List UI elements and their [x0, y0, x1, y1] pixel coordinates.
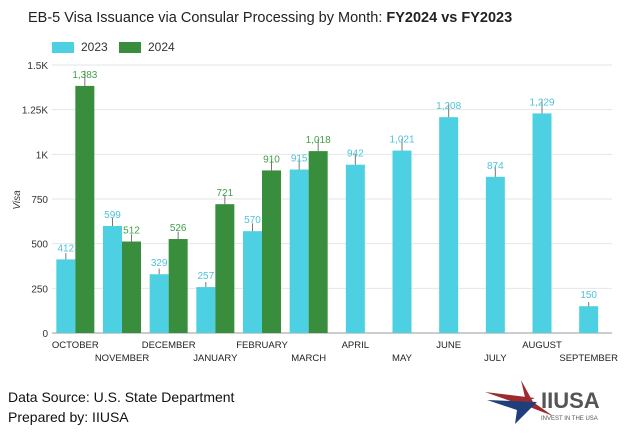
data-label-2024: 526: [170, 223, 187, 234]
y-tick-label: 750: [31, 195, 48, 206]
data-label-2023: 329: [151, 258, 168, 269]
y-tick-label: 1.5K: [27, 61, 48, 72]
x-tick-label: FEBRUARY: [236, 340, 288, 351]
data-label-2024: 910: [263, 154, 280, 165]
svg-text:IIUSA: IIUSA: [541, 388, 600, 413]
x-tick-label: JANUARY: [193, 353, 238, 364]
data-label-2024: 1,383: [72, 70, 97, 81]
bar-2023: [243, 231, 262, 333]
data-label-2023: 570: [244, 215, 261, 226]
plot-area: 0 250 500 750 1K 1.25K 1.5K Visa OCTOBER 412 1,383…: [12, 61, 618, 364]
bar-2023: [196, 287, 216, 333]
data-label-2023: 599: [104, 210, 121, 221]
data-label-2023: 1,021: [389, 135, 414, 146]
bar-2024: [75, 85, 95, 334]
iiusa-logo: IIUSA INVEST IN THE USA: [485, 380, 600, 424]
data-label-2023: 1,208: [436, 101, 461, 112]
x-tick-label: NOVEMBER: [95, 353, 150, 364]
x-tick-label: DECEMBER: [142, 340, 196, 351]
x-tick-label: MARCH: [291, 353, 326, 364]
legend-2023: 2023: [52, 40, 108, 54]
bar-2023: [289, 169, 309, 333]
bar-2024: [308, 151, 328, 333]
prepared-by: Prepared by: IIUSA: [8, 409, 129, 425]
data-label-2023: 257: [197, 271, 214, 282]
y-tick-label: 500: [31, 240, 48, 251]
data-label-2023: 150: [580, 290, 597, 301]
x-tick-label: SEPTEMBER: [559, 353, 618, 364]
y-tick-label: 1K: [36, 150, 49, 161]
bar-2023: [56, 259, 76, 333]
data-label-2023: 412: [57, 243, 74, 254]
bar-2023: [579, 306, 599, 333]
x-tick-label: APRIL: [342, 340, 369, 351]
bar-2023: [392, 150, 412, 333]
x-tick-label: AUGUST: [522, 340, 562, 351]
x-tick-label: JULY: [484, 353, 507, 364]
y-tick-label: 0: [42, 329, 48, 340]
legend-2024: 2024: [119, 40, 175, 54]
data-label-2024: 1,018: [306, 135, 331, 146]
data-label-2023: 874: [487, 161, 504, 172]
bar-2023: [532, 113, 552, 333]
y-tick-label: 250: [31, 284, 48, 295]
data-label-2023: 942: [347, 149, 364, 160]
chart-title: EB-5 Visa Issuance via Consular Processi…: [28, 10, 513, 26]
x-tick-label: JUNE: [436, 340, 461, 351]
data-label-2024: 721: [216, 188, 233, 199]
x-tick-label: OCTOBER: [52, 340, 99, 351]
bar-2023: [439, 117, 459, 333]
data-label-2023: 915: [291, 154, 308, 165]
data-source: Data Source: U.S. State Department: [8, 389, 235, 405]
svg-text:INVEST IN THE USA: INVEST IN THE USA: [541, 416, 598, 422]
bar-2024: [215, 204, 235, 333]
bar-2023: [103, 225, 122, 333]
x-tick-label: MAY: [392, 353, 413, 364]
y-axis-label: Visa: [12, 190, 23, 210]
bar-2024: [122, 241, 141, 333]
bar-2024: [168, 239, 188, 333]
bar-2023: [149, 274, 169, 333]
bar-2023: [345, 164, 365, 333]
bar-2024: [262, 170, 281, 333]
data-label-2024: 512: [123, 226, 140, 237]
y-tick-label: 1.25K: [22, 106, 48, 117]
data-label-2023: 1,229: [529, 97, 554, 108]
bar-2023: [485, 176, 505, 333]
